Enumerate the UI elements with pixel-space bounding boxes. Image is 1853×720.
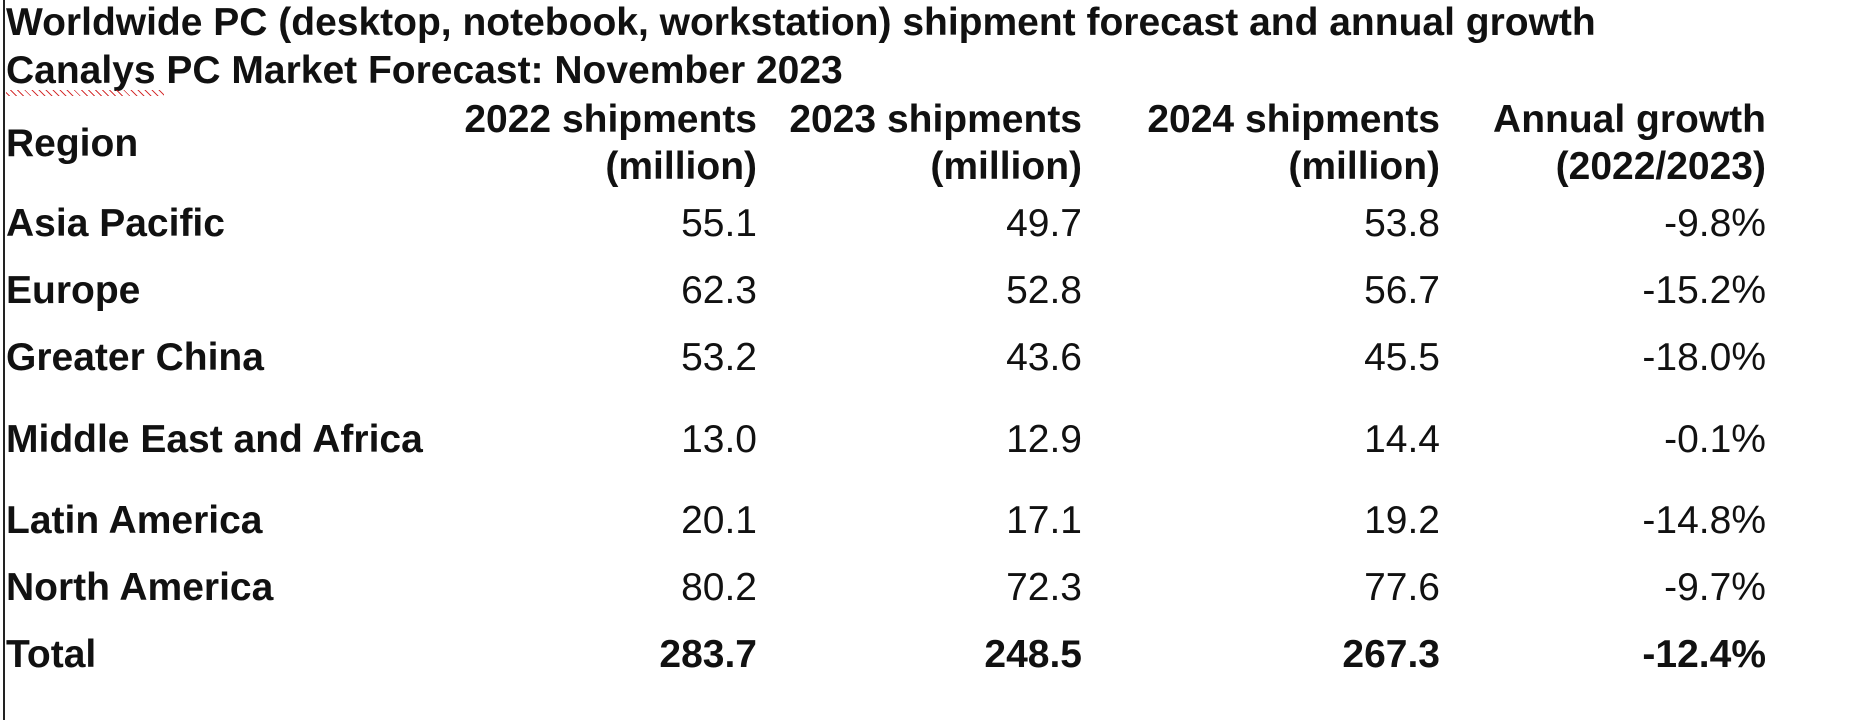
shipments-2023-cell: 17.1 <box>1006 499 1082 542</box>
header-growth-line2: (2022/2023) <box>1555 145 1766 188</box>
shipments-2024-cell: 45.5 <box>1364 336 1440 379</box>
header-2023-line2: (million) <box>930 145 1082 188</box>
shipments-2024-cell: 14.4 <box>1364 417 1440 461</box>
shipments-2022-cell: 20.1 <box>681 499 757 542</box>
page-subtitle: Canalys PC Market Forecast: November 202… <box>6 49 843 92</box>
total-2023-cell: 248.5 <box>984 633 1082 676</box>
shipments-2023-cell: 52.8 <box>1006 269 1082 312</box>
region-cell: Greater China <box>6 336 264 379</box>
shipments-2024-cell: 56.7 <box>1364 269 1440 312</box>
growth-cell: -18.0% <box>1642 336 1766 379</box>
header-2022-line1: 2022 shipments <box>464 98 757 141</box>
table-row-total: Total 283.7 248.5 267.3 -12.4% <box>6 621 1766 688</box>
shipments-2024-cell: 53.8 <box>1364 202 1440 245</box>
shipments-2023-cell: 43.6 <box>1006 336 1082 379</box>
header-growth-line1: Annual growth <box>1493 98 1766 141</box>
header-2022-shipments: 2022 shipments (million) <box>446 96 757 190</box>
total-2024-cell: 267.3 <box>1342 633 1440 676</box>
region-cell: Asia Pacific <box>6 202 225 245</box>
shipments-2022-cell: 55.1 <box>681 202 757 245</box>
growth-cell: -15.2% <box>1642 269 1766 312</box>
header-2023-line1: 2023 shipments <box>789 98 1082 141</box>
shipments-2022-cell: 80.2 <box>681 566 757 609</box>
total-2022-cell: 283.7 <box>659 633 757 676</box>
spellcheck-underline <box>6 90 164 96</box>
table-row-north-america: North America 80.2 72.3 77.6 -9.7% <box>6 554 1766 621</box>
shipments-2023-cell: 12.9 <box>1006 417 1082 461</box>
growth-cell: -9.7% <box>1664 566 1766 609</box>
page-title: Worldwide PC (desktop, notebook, worksta… <box>6 1 1596 44</box>
growth-cell: -9.8% <box>1664 202 1766 245</box>
shipments-2023-cell: 72.3 <box>1006 566 1082 609</box>
region-cell: North America <box>6 566 274 609</box>
left-border-line <box>3 0 5 720</box>
shipments-2022-cell: 62.3 <box>681 269 757 312</box>
growth-cell: -0.1% <box>1664 417 1766 461</box>
table-header-row: Region 2022 shipments (million) 2023 shi… <box>6 96 1766 190</box>
header-2024-shipments: 2024 shipments (million) <box>1082 96 1440 190</box>
header-2024-line2: (million) <box>1288 145 1440 188</box>
total-label-cell: Total <box>6 633 97 676</box>
region-cell: Europe <box>6 269 141 312</box>
total-growth-cell: -12.4% <box>1642 633 1766 676</box>
table-row-europe: Europe 62.3 52.8 56.7 -15.2% <box>6 257 1766 324</box>
region-cell: Latin America <box>6 499 263 542</box>
shipments-2022-cell: 13.0 <box>681 417 757 461</box>
shipments-2024-cell: 77.6 <box>1364 566 1440 609</box>
shipment-table: Region 2022 shipments (million) 2023 shi… <box>6 96 1766 688</box>
growth-cell: -14.8% <box>1642 499 1766 542</box>
shipments-2023-cell: 49.7 <box>1006 202 1082 245</box>
header-2023-shipments: 2023 shipments (million) <box>757 96 1082 190</box>
shipments-2024-cell: 19.2 <box>1364 499 1440 542</box>
header-annual-growth: Annual growth (2022/2023) <box>1440 96 1766 190</box>
header-2024-line1: 2024 shipments <box>1147 98 1440 141</box>
region-cell: Middle East and Africa <box>6 417 423 461</box>
table-row-middle-east-africa: Middle East and Africa 13.0 12.9 14.4 -0… <box>6 391 1766 487</box>
table-row-greater-china: Greater China 53.2 43.6 45.5 -18.0% <box>6 324 1766 391</box>
header-region: Region <box>6 121 139 165</box>
shipments-2022-cell: 53.2 <box>681 336 757 379</box>
table-row-latin-america: Latin America 20.1 17.1 19.2 -14.8% <box>6 487 1766 554</box>
table-row-asia-pacific: Asia Pacific 55.1 49.7 53.8 -9.8% <box>6 190 1766 257</box>
header-2022-line2: (million) <box>605 145 757 188</box>
